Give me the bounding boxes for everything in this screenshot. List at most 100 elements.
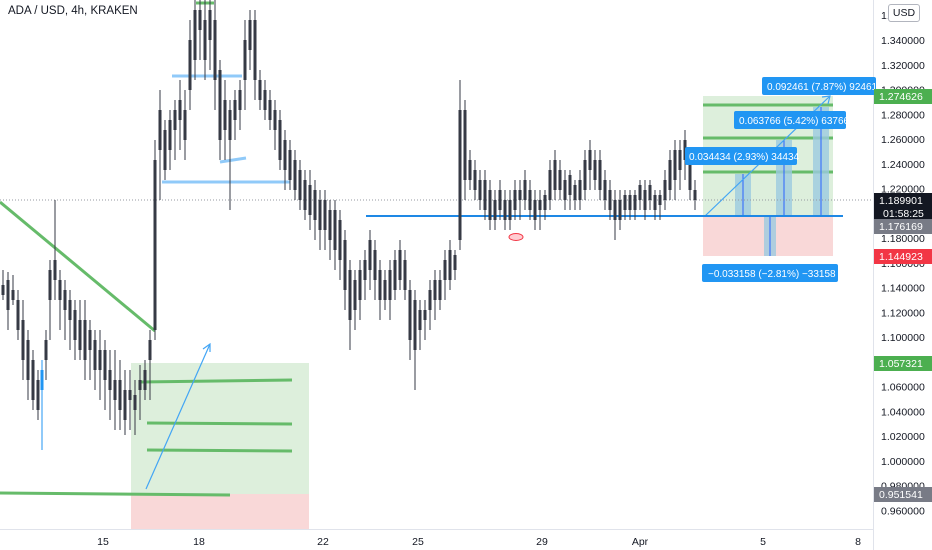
candle-body (208, 10, 212, 40)
candle-body (503, 200, 507, 220)
price-tick-label: 1.240000 (881, 159, 925, 171)
candle-body (1, 285, 5, 295)
candle-body (693, 190, 697, 200)
candle-body (333, 210, 337, 250)
candle-body (428, 290, 432, 310)
candle-body (158, 110, 162, 150)
candle-body (373, 250, 377, 280)
candle-body (573, 185, 577, 200)
candle-body (338, 220, 342, 260)
candle-body (658, 195, 662, 205)
price-tick-label: 1.260000 (881, 134, 925, 146)
candle-body (343, 240, 347, 290)
candle-body (383, 280, 387, 300)
price-tick-label: 1.000000 (881, 456, 925, 468)
candle-body (168, 120, 172, 150)
candle-body (21, 320, 25, 360)
candle-body (643, 190, 647, 210)
candle-body (363, 260, 367, 280)
candle-body (668, 160, 672, 190)
target-line[interactable] (146, 421, 293, 426)
candle-body (488, 190, 492, 220)
candle-body (528, 190, 532, 210)
candle-body (688, 160, 692, 190)
candle-body (538, 200, 542, 210)
short-line[interactable] (219, 156, 247, 164)
price-tick-label: 1.180000 (881, 233, 925, 245)
time-tick-label: 25 (412, 536, 424, 548)
time-tick-label: 18 (193, 536, 205, 548)
candle-body (653, 195, 657, 210)
candle-body (533, 200, 537, 220)
red-ellipse-marker[interactable] (508, 233, 524, 241)
tag-entry-text: 1.176169 (879, 221, 923, 233)
candle-body (548, 170, 552, 200)
candle-body (633, 195, 637, 210)
candle-body (328, 210, 332, 240)
candle-body (593, 160, 597, 180)
candle-body (463, 110, 467, 180)
target-line[interactable] (139, 378, 293, 384)
candle-body (6, 280, 10, 310)
support-trendline[interactable] (0, 491, 231, 497)
chart-title: ADA / USD, 4h, KRAKEN (8, 5, 138, 17)
candle-body (523, 180, 527, 200)
measure-label-2-text: 0.063766 (5.42%) 63766 (739, 116, 850, 127)
candle-body (348, 270, 352, 320)
candle-body (458, 110, 462, 240)
candle-body (278, 120, 282, 160)
candle-body (443, 260, 447, 280)
long-position-profit-zone[interactable] (131, 363, 309, 494)
candle-body (108, 370, 112, 390)
candle-body (11, 290, 15, 300)
measure-label-1[interactable]: 0.034434 (2.93%) 34434 (685, 147, 800, 165)
time-axis[interactable]: 15 18 22 25 29 Apr 5 8 (97, 536, 861, 548)
candle-body (498, 190, 502, 210)
measure-label-3[interactable]: 0.092461 (7.87%) 92461 (762, 77, 878, 95)
candle-body (218, 70, 222, 140)
candle-body (543, 195, 547, 210)
candle-body (598, 160, 602, 190)
candle-body (453, 255, 457, 270)
candle-body (628, 195, 632, 210)
projection-arrow-head-2 (821, 95, 831, 105)
candle-body (298, 170, 302, 200)
candle-body (53, 260, 57, 280)
descending-trendline[interactable] (0, 200, 156, 333)
tag-target2-text: 1.274626 (879, 91, 923, 103)
candle-body (408, 290, 412, 340)
candle-body (48, 270, 52, 300)
long-position-loss-zone[interactable] (131, 494, 309, 529)
candle-body (233, 100, 237, 120)
candle-body (113, 380, 117, 400)
candle-body (88, 330, 92, 350)
currency-button[interactable]: USD (888, 4, 920, 22)
measure-label-stop[interactable]: −0.033158 (−2.81%) −33158 (702, 264, 838, 282)
candle-body (613, 200, 617, 220)
time-tick-label: Apr (632, 536, 649, 548)
target-line[interactable] (146, 448, 293, 453)
candle-body (93, 340, 97, 370)
candle-body (44, 340, 48, 360)
candle-body (178, 100, 182, 120)
tag-stop-text: 1.144923 (879, 251, 923, 263)
candle-body (423, 310, 427, 320)
candle-body (448, 250, 452, 280)
price-tick-label: 0.960000 (881, 505, 925, 517)
tag-current-price: 1.189901 01:58:25 (874, 193, 932, 221)
candle-body (318, 200, 322, 230)
measure-label-2[interactable]: 0.063766 (5.42%) 63766 (734, 111, 850, 129)
time-tick-label: 29 (536, 536, 548, 548)
candle-body (243, 40, 247, 80)
candlestick-series[interactable] (1, 0, 697, 450)
price-tick-label: 1.040000 (881, 406, 925, 418)
candle-body (358, 270, 362, 300)
candle-body (438, 280, 442, 300)
candle-body (238, 90, 242, 110)
candle-body (203, 20, 207, 60)
price-tick-label: 1.220000 (881, 184, 925, 196)
candle-body (623, 195, 627, 210)
candle-body (323, 200, 327, 230)
candle-body (228, 110, 232, 140)
